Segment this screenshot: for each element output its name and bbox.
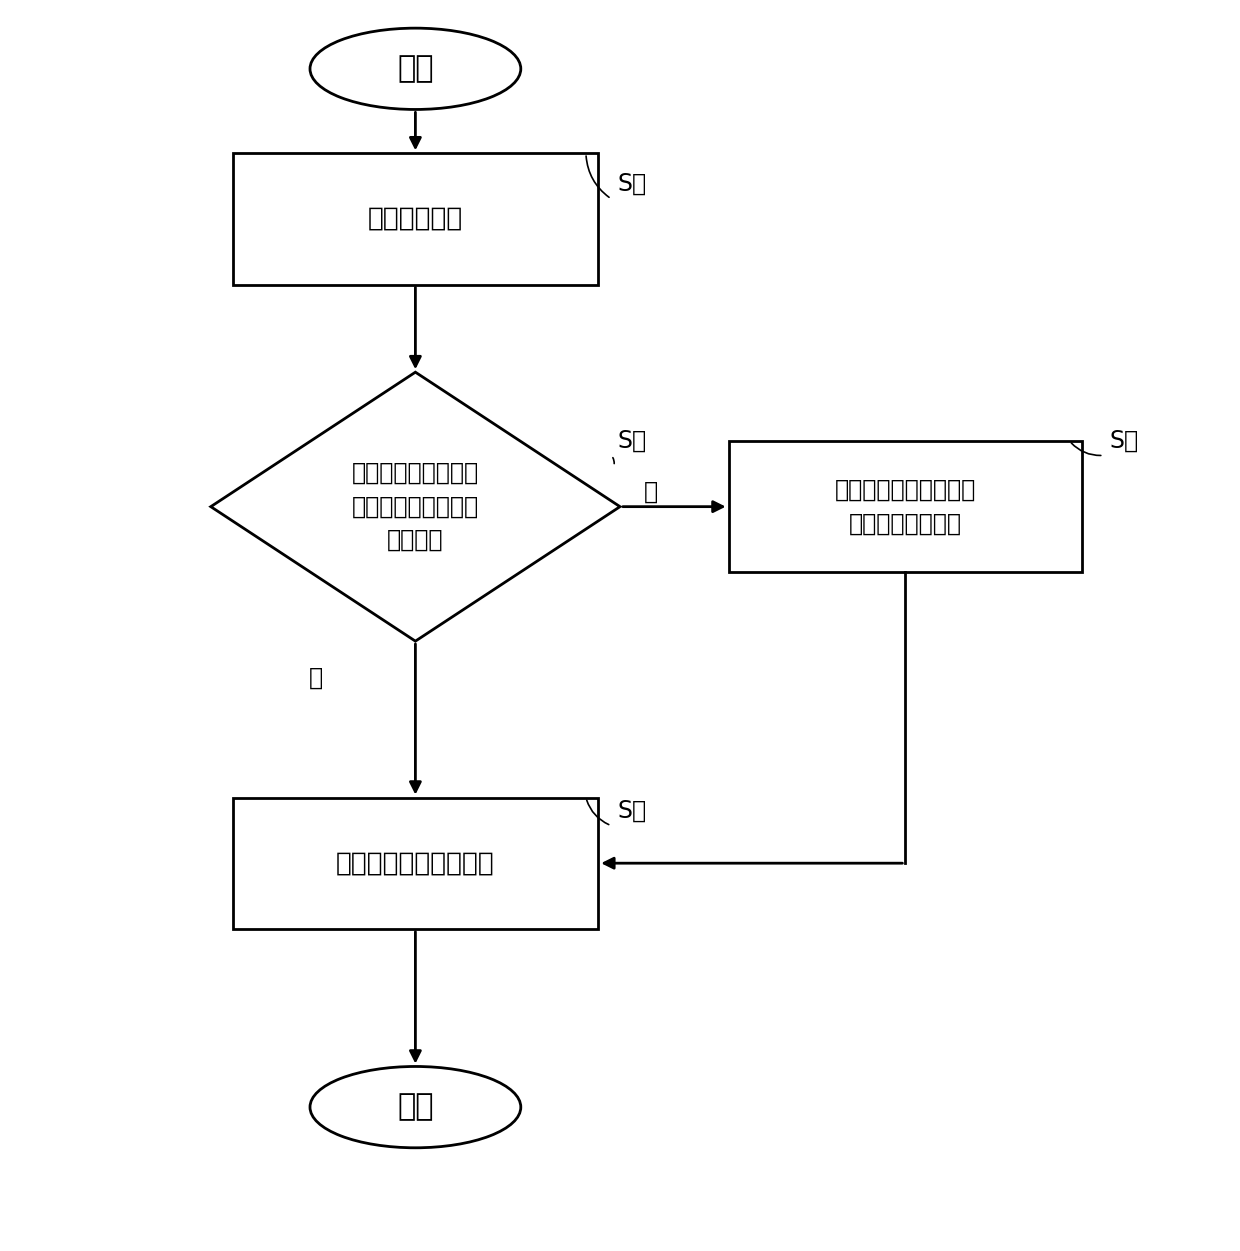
Text: 结束: 结束 (397, 1092, 434, 1122)
Text: 获取解锁信号: 获取解锁信号 (368, 206, 463, 231)
Bar (233, 154, 599, 285)
Text: 将当前充电电流下降至
第二预设充电电流: 将当前充电电流下降至 第二预设充电电流 (835, 478, 976, 535)
Bar (729, 442, 1081, 573)
Text: 控制充电口电子锁解锁: 控制充电口电子锁解锁 (336, 851, 495, 876)
Text: 是: 是 (644, 479, 658, 504)
Text: S４: S４ (618, 798, 646, 823)
Text: S３: S３ (1110, 428, 1138, 453)
Text: 开始: 开始 (397, 54, 434, 84)
Text: 判断当前充电电流是
否大于等于第一与设
充电电流: 判断当前充电电流是 否大于等于第一与设 充电电流 (352, 462, 479, 552)
Text: S２: S２ (618, 428, 646, 453)
Bar (233, 798, 599, 928)
Text: S１: S１ (618, 171, 646, 196)
Text: 否: 否 (309, 666, 324, 691)
